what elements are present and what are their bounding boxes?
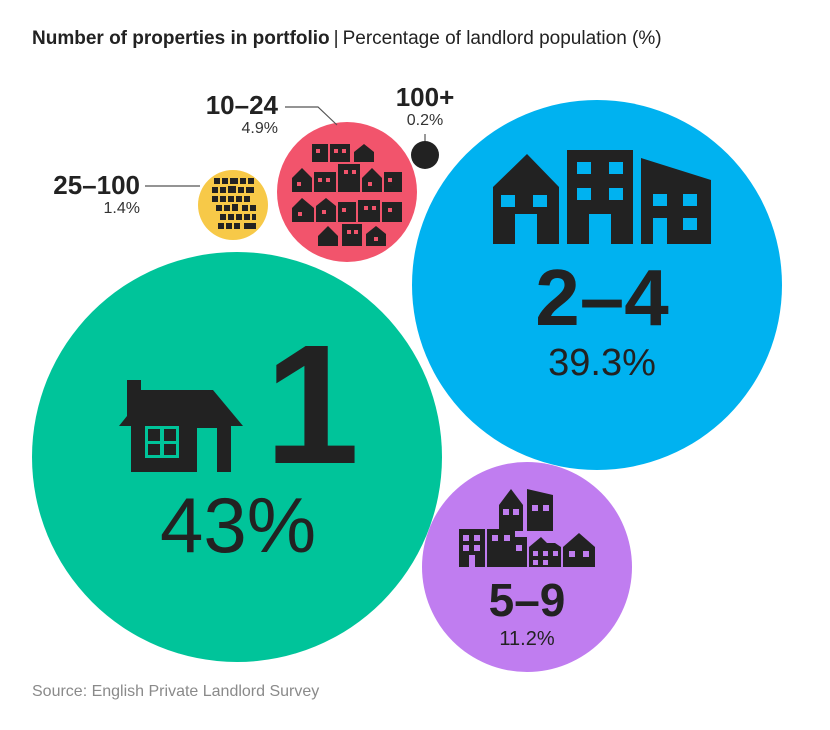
house-icon	[118, 380, 243, 472]
bubble-1-label: 1	[264, 310, 360, 500]
label-100-plus: 100+ 0.2%	[380, 84, 470, 130]
label-10-24-category: 10–24	[205, 90, 278, 120]
source-note: Source: English Private Landlord Survey	[32, 683, 320, 700]
bubble-5-9-label: 5–9	[488, 574, 566, 626]
bubble-2-4-label: 2–4	[535, 253, 669, 342]
title-bold: Number of properties in portfolio	[32, 28, 330, 49]
bubble-1	[32, 252, 442, 662]
bubble-100-plus	[411, 141, 439, 169]
label-25-100: 25–100 1.4%	[20, 172, 140, 218]
bubble-2-4-content: 2–4 39.3%	[492, 150, 712, 382]
bubble-5-9-content: 5–9 11.2%	[452, 485, 602, 649]
label-100-plus-category: 100+	[395, 82, 455, 112]
bubble-2-4-value: 39.3%	[548, 342, 656, 384]
title-separator: |	[333, 28, 339, 49]
chart-title: Number of properties in portfolio | Percen…	[32, 28, 662, 50]
title-regular: Percentage of landlord population (%)	[342, 28, 662, 49]
label-25-100-value: 1.4%	[103, 200, 140, 217]
dense-building-cluster-icon	[292, 144, 402, 246]
building-cluster-icon	[459, 489, 595, 567]
label-10-24: 10–24 4.9%	[168, 92, 278, 138]
three-buildings-icon	[493, 150, 711, 244]
bubble-1-content: 1 43%	[118, 310, 360, 569]
label-25-100-category: 25–100	[53, 170, 140, 200]
label-10-24-value: 4.9%	[241, 120, 278, 137]
label-100-plus-value: 0.2%	[406, 112, 444, 129]
bubble-1-value: 43%	[159, 481, 317, 569]
bubble-5-9-value: 11.2%	[499, 628, 555, 650]
many-buildings-icon	[212, 178, 256, 229]
